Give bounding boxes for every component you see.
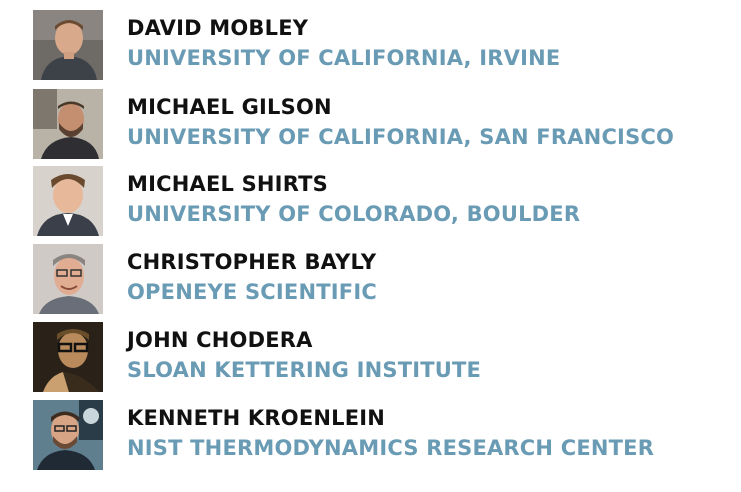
person-entry: DAVID MOBLEY UNIVERSITY OF CALIFORNIA, I… bbox=[33, 10, 723, 80]
person-portrait-icon bbox=[33, 322, 103, 392]
person-name: MICHAEL GILSON bbox=[127, 95, 332, 119]
person-affiliation: OPENEYE SCIENTIFIC bbox=[127, 280, 377, 304]
person-entry: KENNETH KROENLEIN NIST THERMODYNAMICS RE… bbox=[33, 400, 723, 470]
person-name: DAVID MOBLEY bbox=[127, 16, 309, 40]
person-portrait-icon bbox=[33, 400, 103, 470]
person-portrait-icon bbox=[33, 166, 103, 236]
person-affiliation: NIST THERMODYNAMICS RESEARCH CENTER bbox=[127, 436, 655, 460]
person-portrait-icon bbox=[33, 10, 103, 80]
person-entry: MICHAEL SHIRTS UNIVERSITY OF COLORADO, B… bbox=[33, 166, 723, 236]
person-affiliation: UNIVERSITY OF CALIFORNIA, IRVINE bbox=[127, 46, 561, 70]
person-name: MICHAEL SHIRTS bbox=[127, 172, 328, 196]
person-entry: CHRISTOPHER BAYLY OPENEYE SCIENTIFIC bbox=[33, 244, 723, 314]
person-entry: JOHN CHODERA SLOAN KETTERING INSTITUTE bbox=[33, 322, 723, 392]
person-name: CHRISTOPHER BAYLY bbox=[127, 250, 377, 274]
person-portrait-icon bbox=[33, 89, 103, 159]
person-affiliation: SLOAN KETTERING INSTITUTE bbox=[127, 358, 482, 382]
person-affiliation: UNIVERSITY OF CALIFORNIA, SAN FRANCISCO bbox=[127, 125, 675, 149]
person-affiliation: UNIVERSITY OF COLORADO, BOULDER bbox=[127, 202, 581, 226]
person-name: KENNETH KROENLEIN bbox=[127, 406, 386, 430]
person-name: JOHN CHODERA bbox=[127, 328, 313, 352]
person-portrait-icon bbox=[33, 244, 103, 314]
person-entry: MICHAEL GILSON UNIVERSITY OF CALIFORNIA,… bbox=[33, 89, 723, 159]
